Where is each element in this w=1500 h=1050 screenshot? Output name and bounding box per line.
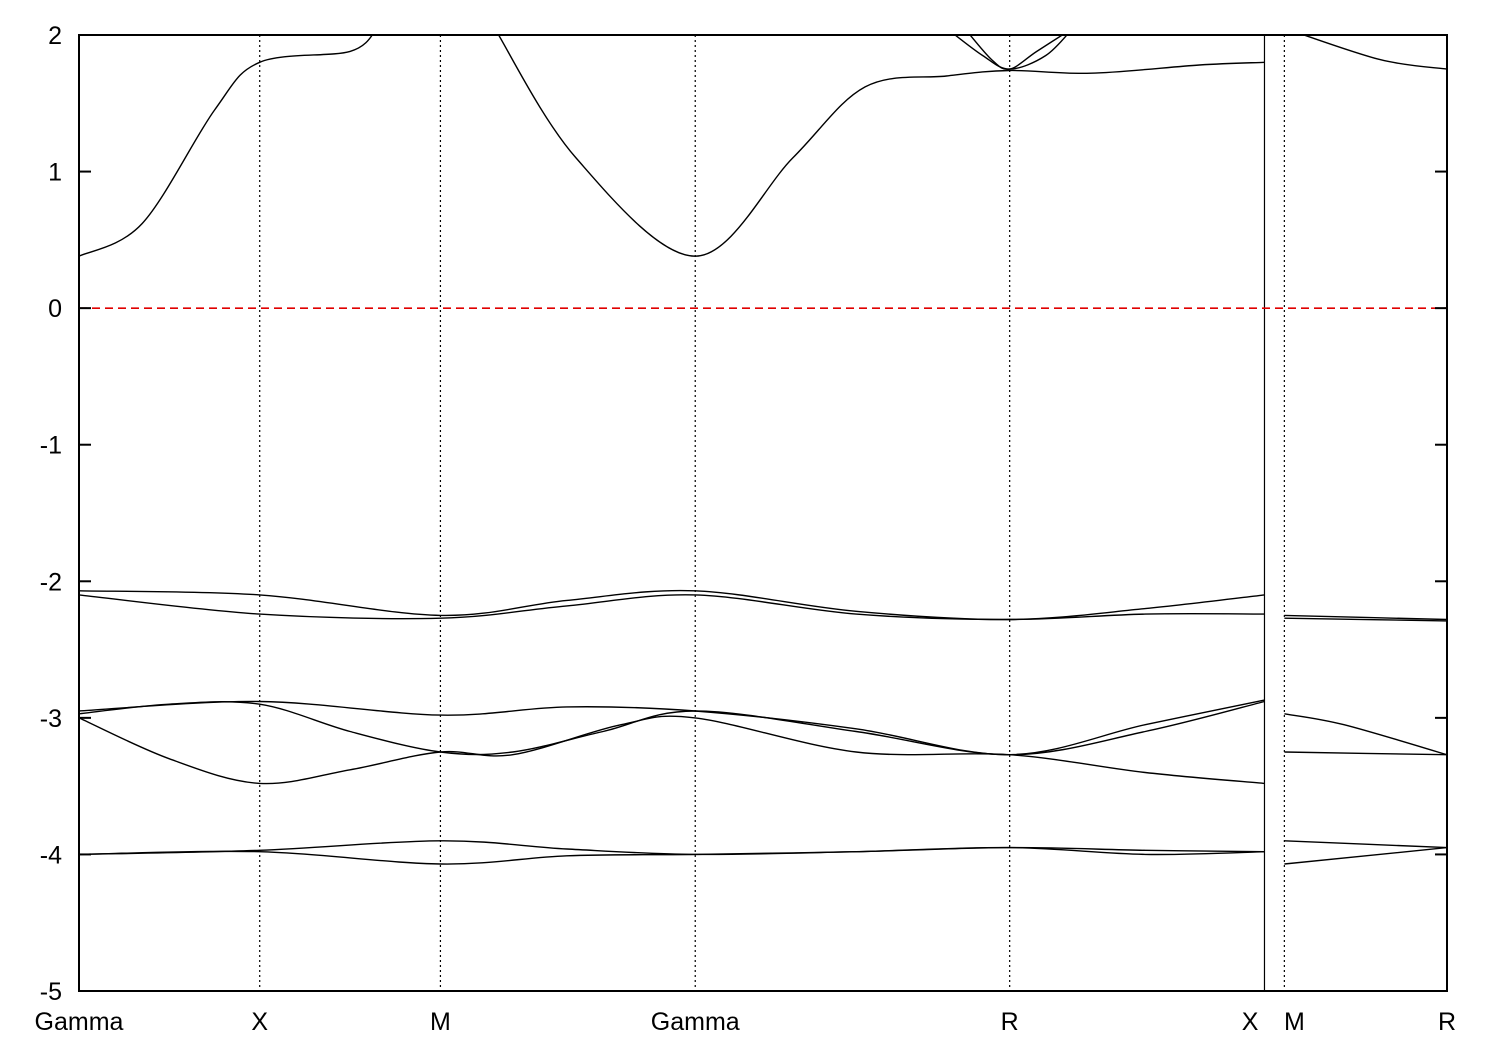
band-line-16 — [1284, 840, 1447, 849]
band-line-1 — [497, 35, 1265, 257]
y-tick-label: -4 — [40, 841, 62, 869]
band-line-11 — [79, 715, 1265, 785]
band-line-5 — [79, 589, 1265, 621]
y-tick-label: 0 — [48, 295, 62, 323]
x-tick-label: Gamma — [35, 1008, 124, 1036]
x-tick-label: X — [1242, 1008, 1259, 1036]
band-line-17 — [1284, 846, 1447, 865]
x-tick-label: M — [1284, 1008, 1305, 1036]
band-line-6 — [79, 594, 1265, 621]
band-line-14 — [79, 840, 1265, 856]
band-line-3 — [969, 35, 1064, 71]
x-tick-label: X — [251, 1008, 268, 1036]
band-line-10 — [79, 700, 1265, 756]
x-tick-label: R — [1438, 1008, 1456, 1036]
y-tick-label: -1 — [40, 432, 62, 460]
y-tick-label: 1 — [48, 159, 62, 187]
y-axis: 2 1 0 -1 -2 -3 -4 -5 — [40, 22, 1447, 1006]
kpoint-gridlines — [259, 35, 1285, 991]
band-line-13 — [1284, 751, 1447, 756]
band-line-9 — [79, 699, 1265, 756]
x-axis: Gamma X M Gamma R X M R — [35, 1008, 1456, 1036]
band-line-15 — [79, 846, 1265, 865]
y-tick-label: -3 — [40, 705, 62, 733]
band-line-0 — [79, 35, 374, 257]
bands — [79, 35, 1447, 865]
y-tick-label: -2 — [40, 568, 62, 596]
x-tick-label: M — [430, 1008, 451, 1036]
y-tick-label: -5 — [40, 978, 62, 1006]
band-line-7 — [1284, 614, 1447, 621]
y-tick-label: 2 — [48, 22, 62, 50]
plot-frame — [78, 34, 1448, 992]
x-tick-label: Gamma — [651, 1008, 740, 1036]
band-line-12 — [1284, 713, 1447, 756]
band-line-8 — [1284, 617, 1447, 622]
x-tick-label: R — [1001, 1008, 1019, 1036]
